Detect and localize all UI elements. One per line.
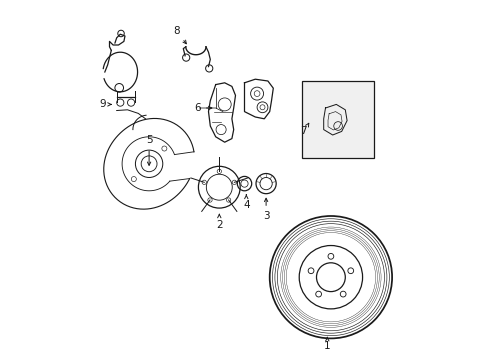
Text: 9: 9 bbox=[99, 99, 111, 109]
Text: 7: 7 bbox=[300, 123, 308, 136]
Text: 8: 8 bbox=[172, 26, 186, 44]
Text: 3: 3 bbox=[262, 198, 269, 221]
Text: 5: 5 bbox=[145, 135, 152, 165]
Text: 2: 2 bbox=[216, 214, 222, 230]
Text: 4: 4 bbox=[243, 195, 249, 210]
Bar bbox=[302, 81, 373, 158]
Text: 6: 6 bbox=[194, 103, 211, 113]
Text: 1: 1 bbox=[324, 337, 330, 351]
